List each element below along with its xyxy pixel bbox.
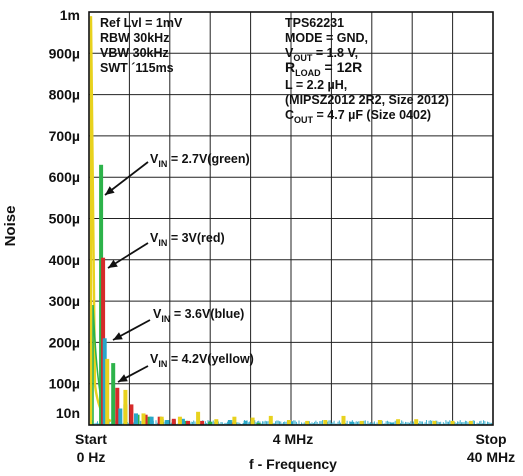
spectral-peak (134, 413, 138, 425)
spectral-peak (141, 413, 146, 425)
y-tick-label: 900µ (49, 45, 80, 61)
spectral-peak (432, 420, 437, 425)
spectral-peak (287, 420, 291, 425)
condition-line: RLOAD = 12R (285, 59, 362, 78)
x-tick-start-line1: Start (75, 431, 107, 447)
spectral-peak (232, 416, 237, 425)
y-tick-label: 500µ (49, 211, 80, 227)
annotation-arrowhead (113, 332, 123, 340)
y-tick-label: 600µ (49, 169, 80, 185)
settings-vbw: VBW 30kHz (100, 46, 169, 60)
y-tick-label: 1m (60, 7, 80, 23)
spectral-peak (214, 419, 219, 425)
analyzer-settings: Ref Lvl = 1mV RBW 30kHz VBW 30kHz SWT ´1… (100, 16, 183, 75)
spectral-peak (115, 387, 120, 425)
series-layer (89, 16, 492, 426)
spectral-peak (159, 416, 164, 425)
annotation-blue: VIN = 3.6V(blue) (153, 307, 244, 324)
annotation-arrowhead (105, 186, 115, 195)
settings-swt: SWT ´115ms (100, 61, 174, 75)
condition-line: L = 2.2 µH, (285, 78, 347, 92)
spectral-peak (323, 420, 328, 425)
annotation-red: VIN = 3V(red) (150, 231, 225, 248)
spectral-peak (200, 420, 205, 425)
settings-rbw: RBW 30kHz (100, 31, 169, 45)
spectral-peak (165, 420, 170, 425)
spectral-peak (196, 411, 201, 425)
y-tick-label: 300µ (49, 293, 80, 309)
spectral-peak (390, 422, 394, 425)
spectral-peak (256, 422, 261, 425)
condition-line: TPS62231 (285, 16, 344, 30)
y-tick-label: 700µ (49, 128, 80, 144)
spectral-peak (305, 420, 310, 425)
spectral-peak (243, 420, 248, 425)
grid (89, 12, 493, 425)
spectral-peak (180, 418, 185, 425)
x-tick-start-line2: 0 Hz (77, 449, 106, 465)
y-tick-label: 800µ (49, 87, 80, 103)
y-tick-label: 10n (56, 405, 80, 421)
condition-line: (MIPSZ2012 2R2, Size 2012) (285, 93, 449, 107)
spectral-peak (177, 416, 182, 425)
annotation-green: VIN = 2.7V(green) (150, 152, 250, 169)
x-axis-label: f - Frequency (249, 456, 337, 472)
condition-line: MODE = GND, (285, 31, 368, 45)
y-axis-ticks: 1m 900µ 800µ 700µ 600µ 500µ 400µ 300µ 200µ 100µ 10… (49, 7, 80, 421)
spectral-peak (105, 358, 110, 425)
spectral-peak (123, 389, 128, 425)
spectral-peak (359, 420, 364, 425)
spectral-peak (377, 420, 382, 425)
condition-line: COUT = 4.7 µF (Size 0402) (285, 108, 431, 125)
spectral-peak (250, 417, 255, 425)
spectral-peak (268, 415, 273, 425)
spectral-peak (414, 419, 419, 425)
spectral-peak (227, 420, 232, 425)
annotation-arrowhead (118, 374, 128, 382)
spectral-peak (129, 404, 134, 425)
annotation-arrow (104, 161, 149, 196)
spectral-peak (341, 415, 346, 425)
spectral-peak (186, 420, 190, 425)
spectral-peak (171, 418, 176, 425)
x-tick-stop-line2: 40 MHz (467, 449, 515, 465)
spectral-peak (450, 420, 455, 425)
x-tick-mid: 4 MHz (273, 431, 313, 447)
spectral-peak (208, 421, 213, 425)
spectral-peak (396, 419, 401, 425)
y-axis-label: Noise (2, 206, 19, 247)
spectral-peak (149, 416, 154, 425)
plot-frame (88, 11, 494, 426)
spectral-peak (143, 414, 148, 425)
spectral-peak (118, 408, 123, 425)
y-tick-label: 400µ (49, 252, 80, 268)
settings-ref-level: Ref Lvl = 1mV (100, 16, 183, 30)
x-tick-stop-line1: Stop (475, 431, 506, 447)
spectral-peak (111, 363, 116, 425)
spectral-peak (349, 421, 354, 425)
y-tick-label: 100µ (49, 376, 80, 392)
spectral-peak (468, 420, 473, 425)
y-tick-label: 200µ (49, 334, 80, 350)
spectral-peak (102, 338, 107, 425)
annotation-arrowhead (108, 259, 118, 268)
condition-line: VOUT = 1.8 V, (285, 46, 358, 63)
annotation-yellow: VIN = 4.2V(yellow) (150, 352, 254, 369)
series-annotations: VIN = 2.7V(green) VIN = 3V(red) VIN = 3.6V… (104, 152, 254, 383)
series-yellow (105, 358, 473, 425)
